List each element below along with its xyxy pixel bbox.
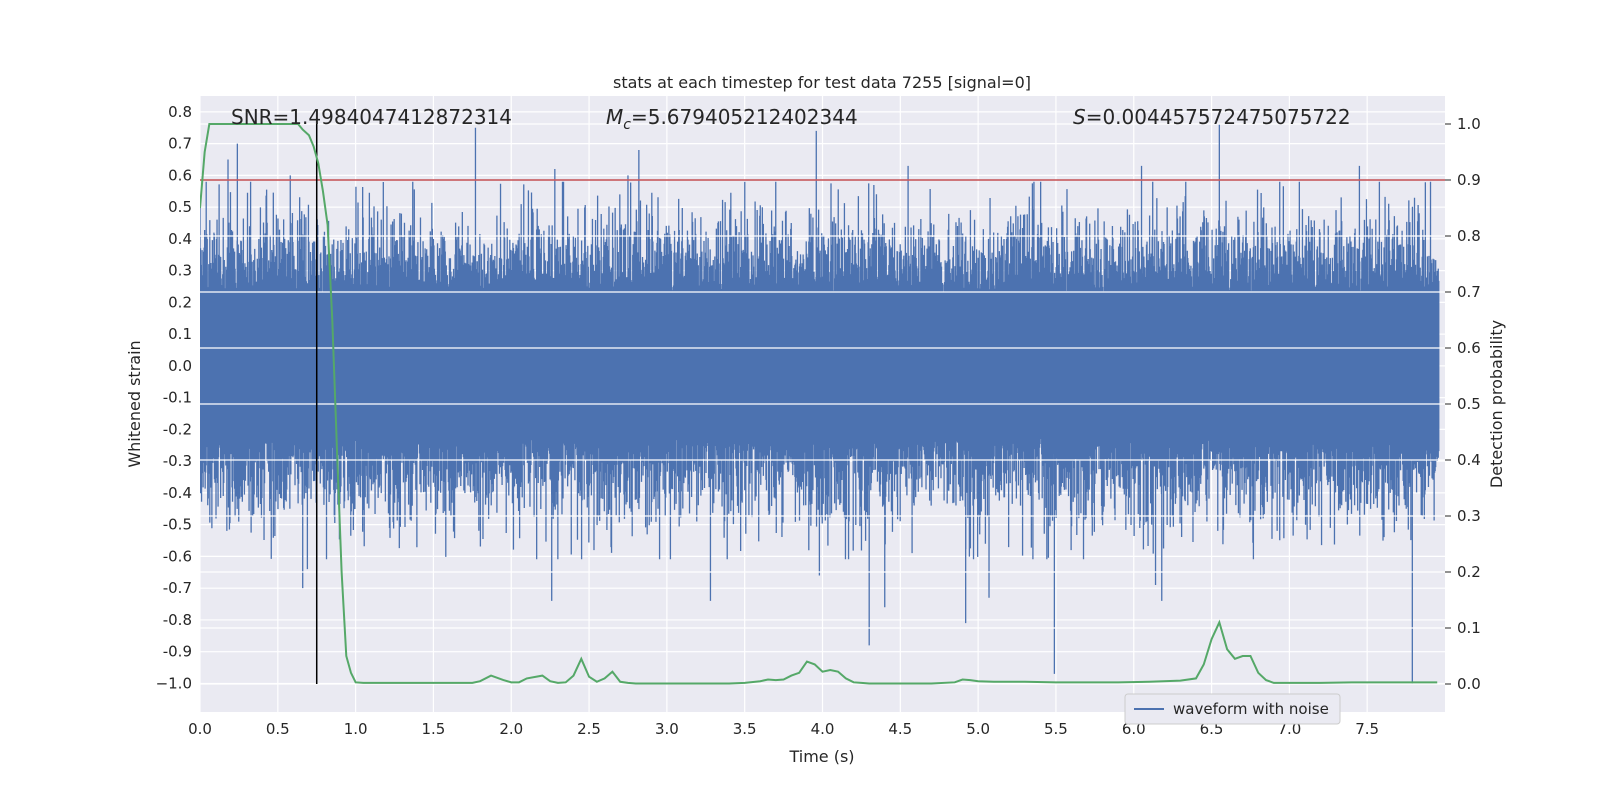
y2-tick-label: 0.3 (1457, 507, 1481, 525)
y-tick-label: -0.3 (163, 452, 192, 470)
chart-title: stats at each timestep for test data 725… (613, 73, 1031, 92)
y2-gridlines (200, 123, 1445, 685)
y-tick-label: -0.5 (163, 516, 192, 534)
y-tick-label: 0.6 (168, 166, 192, 184)
y-tick-label: -0.1 (163, 389, 192, 407)
y-tick-label: 0.0 (168, 357, 192, 375)
waveform-trace (200, 124, 1440, 684)
y-tick-label: 0.5 (168, 198, 192, 216)
y-tick-label: -0.8 (163, 611, 192, 629)
x-tick-label: 4.5 (888, 720, 912, 738)
y2-tick-label: 0.2 (1457, 563, 1481, 581)
y-tick-label: 0.2 (168, 293, 192, 311)
y2-tick-label: 0.5 (1457, 395, 1481, 413)
waveform-series (200, 124, 1440, 684)
x-tick-label: 2.0 (499, 720, 523, 738)
x-tick-label: 4.0 (811, 720, 835, 738)
y2-tick-label: 0.8 (1457, 227, 1481, 245)
chirp-mass-symbol: M (606, 105, 623, 129)
chirp-mass-annotation: Mc=5.679405212402344 (606, 105, 858, 133)
y-axis-label: Whitened strain (125, 340, 144, 467)
y-tick-label: 0.7 (168, 135, 192, 153)
y-tick-label: 0.3 (168, 262, 192, 280)
x-tick-label: 7.5 (1355, 720, 1379, 738)
y2-tick-label: 0.9 (1457, 171, 1481, 189)
y2-tick-label: 1.0 (1457, 115, 1481, 133)
legend: waveform with noise (1124, 693, 1341, 725)
y-tick-label: -0.9 (163, 643, 192, 661)
x-tick-label: 1.0 (344, 720, 368, 738)
x-axis-label: Time (s) (788, 747, 854, 766)
y2-tick-label: 0.7 (1457, 283, 1481, 301)
x-tick-label: 5.5 (1044, 720, 1068, 738)
detection-probability-line (200, 123, 1438, 685)
x-tick-label: 3.0 (655, 720, 679, 738)
y-tick-labels: 0.8 0.7 0.6 0.5 0.4 0.3 0.2 0.1 0.0 -0.1 -0.2 -0.3 -… (156, 103, 192, 693)
y2-axis-label: Detection probability (1487, 320, 1506, 488)
x-tick-label: 1.5 (422, 720, 446, 738)
legend-box (1124, 693, 1341, 725)
y2-tick-label: 0.0 (1457, 675, 1481, 693)
y-tick-label: -0.6 (163, 547, 192, 565)
snr-annotation: SNR=1.4984047412872314 (231, 105, 512, 129)
y2-tick-label: 0.1 (1457, 619, 1481, 637)
legend-label: waveform with noise (1173, 700, 1329, 718)
y2-tick-label: 0.4 (1457, 451, 1481, 469)
y2-tick-labels: 1.0 0.9 0.8 0.7 0.6 0.5 0.4 0.3 0.2 0.1 0.0 (1445, 115, 1481, 693)
y-tick-label: 0.4 (168, 230, 192, 248)
chirp-mass-value: =5.679405212402344 (631, 105, 858, 129)
y-tick-label: 0.1 (168, 325, 192, 343)
s-symbol: S (1073, 105, 1086, 129)
x-tick-label: 3.5 (733, 720, 757, 738)
s-annotation: S=0.004457572475075722 (1073, 105, 1351, 129)
y2-tick-label: 0.6 (1457, 339, 1481, 357)
y-tick-label: 0.8 (168, 103, 192, 121)
chirp-mass-subscript: c (623, 117, 631, 133)
y-tick-label: -0.4 (163, 484, 192, 502)
x-tick-label: 0.0 (188, 720, 212, 738)
x-tick-label: 2.5 (577, 720, 601, 738)
s-value: =0.004457572475075722 (1086, 105, 1351, 129)
x-tick-label: 5.0 (966, 720, 990, 738)
x-tick-label: 0.5 (266, 720, 290, 738)
y-tick-label: -0.7 (163, 579, 192, 597)
y-tick-label: −1.0 (156, 674, 192, 692)
y-tick-label: -0.2 (163, 420, 192, 438)
